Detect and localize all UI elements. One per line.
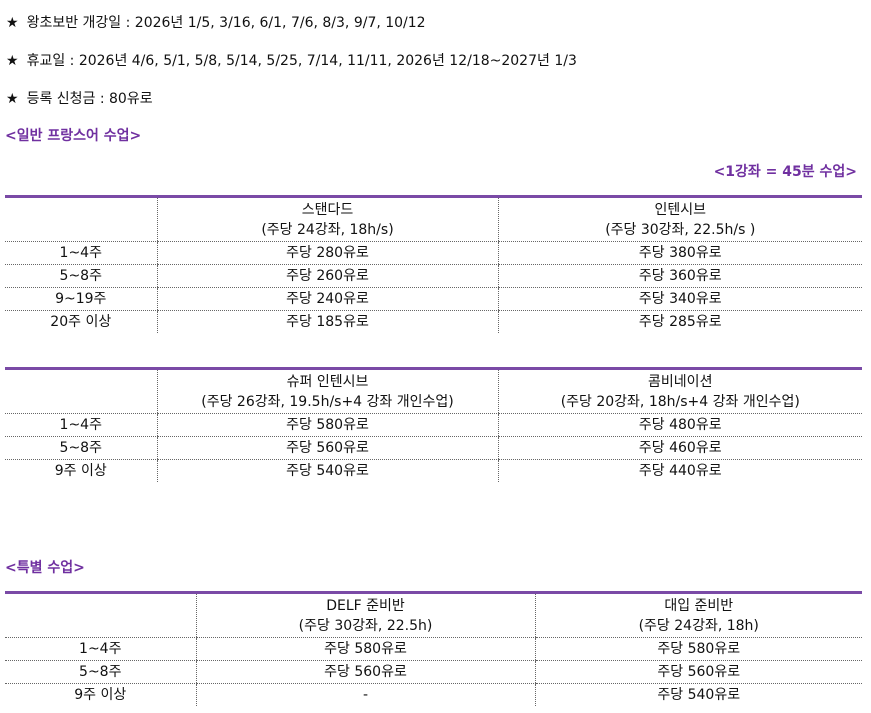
price-cell: 주당 380유로 xyxy=(497,241,862,265)
price-cell: 주당 340유로 xyxy=(497,287,862,311)
price-cell: 주당 440유로 xyxy=(497,459,862,482)
duration-cell: 1~4주 xyxy=(5,241,157,265)
note-holidays: ★ 휴교일 : 2026년 4/6, 5/1, 5/8, 5/14, 5/25, … xyxy=(6,53,577,69)
price-cell: 주당 580유로 xyxy=(195,637,535,661)
price-cell: 주당 240유로 xyxy=(156,287,498,311)
table-row: 9~19주 주당 240유로 주당 340유로 xyxy=(5,287,862,311)
general-heading: <일반 프랑스어 수업> xyxy=(5,128,142,144)
price-cell: 주당 580유로 xyxy=(156,413,498,437)
table-row: 5~8주 주당 560유로 주당 460유로 xyxy=(5,436,862,460)
table-row: 5~8주 주당 260유로 주당 360유로 xyxy=(5,264,862,288)
header-row: 스탠다드 (주당 24강좌, 18h/s) 인텐시브 (주당 30강좌, 22.5h/… xyxy=(5,196,862,242)
special-price-table: DELF 준비반 (주당 30강좌, 22.5h) 대입 준비반 (주당 24강좌, … xyxy=(5,591,862,706)
special-heading: <특별 수업> xyxy=(5,560,85,576)
price-cell: 주당 280유로 xyxy=(156,241,498,265)
price-cell: 주당 480유로 xyxy=(497,413,862,437)
column-header: 스탠다드 (주당 24강좌, 18h/s) xyxy=(156,196,498,242)
table-row: 1~4주 주당 580유로 주당 580유로 xyxy=(5,637,862,661)
column-header: 대입 준비반 (주당 24강좌, 18h) xyxy=(534,592,862,638)
duration-cell: 5~8주 xyxy=(5,264,157,288)
price-cell: 주당 285유로 xyxy=(497,310,862,333)
price-cell: 주당 560유로 xyxy=(195,660,535,684)
header-row: 슈퍼 인텐시브 (주당 26강좌, 19.5h/s+4 강좌 개인수업) 콤비네이션… xyxy=(5,368,862,414)
duration-cell: 20주 이상 xyxy=(50,314,112,330)
duration-cell: 5~8주 xyxy=(5,660,196,684)
table-row: 9주 이상 주당 540유로 주당 440유로 xyxy=(5,459,862,482)
price-cell: 주당 560유로 xyxy=(156,436,498,460)
star-icon: ★ xyxy=(6,91,19,107)
header-row: DELF 준비반 (주당 30강좌, 22.5h) 대입 준비반 (주당 24강좌, … xyxy=(5,592,862,638)
star-icon: ★ xyxy=(6,15,19,31)
header-empty xyxy=(5,592,196,638)
table-row: 1~4주 주당 580유로 주당 480유로 xyxy=(5,413,862,437)
duration-cell: 5~8주 xyxy=(5,436,157,460)
price-cell: 주당 360유로 xyxy=(497,264,862,288)
table-row: 9주 이상 - 주당 540유로 xyxy=(5,683,862,706)
general-price-table-1: 스탠다드 (주당 24강좌, 18h/s) 인텐시브 (주당 30강좌, 22.5h/… xyxy=(5,195,862,333)
table-row: 1~4주 주당 280유로 주당 380유로 xyxy=(5,241,862,265)
general-price-table-2: 슈퍼 인텐시브 (주당 26강좌, 19.5h/s+4 강좌 개인수업) 콤비네이션… xyxy=(5,367,862,482)
note-registration-fee: ★ 등록 신청금 : 80유로 xyxy=(6,91,153,107)
duration-cell: 9주 이상 xyxy=(74,687,127,703)
star-icon: ★ xyxy=(6,53,19,69)
table-row: 5~8주 주당 560유로 주당 560유로 xyxy=(5,660,862,684)
duration-cell: 9주 이상 xyxy=(54,463,107,479)
table-row: 20주 이상 주당 185유로 주당 285유로 xyxy=(5,310,862,333)
column-header: DELF 준비반 (주당 30강좌, 22.5h) xyxy=(195,592,535,638)
price-cell: 주당 185유로 xyxy=(156,310,498,333)
unit-note: <1강좌 = 45분 수업> xyxy=(713,164,857,180)
header-empty xyxy=(5,368,157,414)
price-cell: 주당 560유로 xyxy=(534,660,862,684)
price-cell: 주당 580유로 xyxy=(534,637,862,661)
price-cell: 주당 460유로 xyxy=(497,436,862,460)
column-header: 콤비네이션 (주당 20강좌, 18h/s+4 강좌 개인수업) xyxy=(497,368,862,414)
duration-cell: 9~19주 xyxy=(5,287,157,311)
price-cell: 주당 260유로 xyxy=(156,264,498,288)
header-empty xyxy=(5,196,157,242)
duration-cell: 1~4주 xyxy=(5,637,196,661)
note-opening-dates: ★ 왕초보반 개강일 : 2026년 1/5, 3/16, 6/1, 7/6, 8… xyxy=(6,15,426,31)
price-cell: 주당 540유로 xyxy=(534,683,862,706)
duration-cell: 1~4주 xyxy=(5,413,157,437)
price-cell: - xyxy=(195,683,535,706)
column-header: 슈퍼 인텐시브 (주당 26강좌, 19.5h/s+4 강좌 개인수업) xyxy=(156,368,498,414)
price-cell: 주당 540유로 xyxy=(156,459,498,482)
column-header: 인텐시브 (주당 30강좌, 22.5h/s ) xyxy=(497,196,862,242)
